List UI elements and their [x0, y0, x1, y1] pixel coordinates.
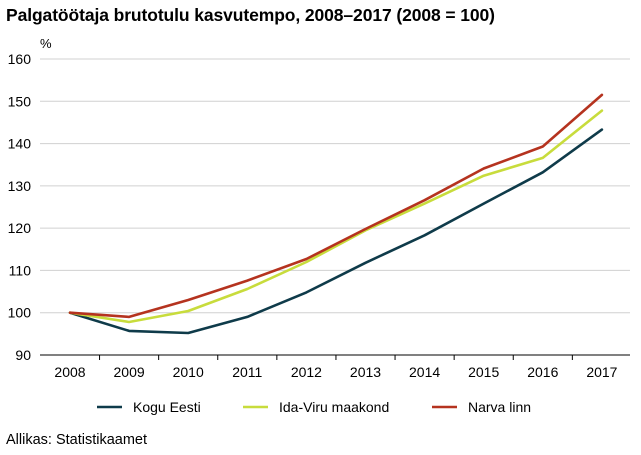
x-tick-label: 2016 [527, 364, 558, 380]
legend: Kogu Eesti Ida-Viru maakond Narva linn [97, 399, 531, 415]
y-tick-label: 90 [15, 347, 31, 363]
y-tick-label: 150 [8, 93, 32, 109]
y-tick-label: 120 [8, 220, 32, 236]
series-line-ida-viru-maakond [68, 109, 604, 324]
x-axis-ticks: 2008 2009 2010 2011 2012 2013 2014 2015 2016 2017 [54, 355, 618, 380]
legend-label: Narva linn [468, 399, 531, 415]
y-tick-label: 160 [8, 51, 32, 67]
y-tick-label: 110 [9, 262, 32, 278]
legend-label: Ida-Viru maakond [279, 399, 389, 415]
x-tick-label: 2010 [173, 364, 204, 380]
y-axis-ticks: 90 100 110 120 130 140 150 160 [8, 51, 32, 363]
x-tick-label: 2008 [54, 364, 85, 380]
source-note: Allikas: Statistikaamet [6, 432, 148, 448]
series-line-kogu-eesti [68, 128, 604, 335]
x-tick-label: 2017 [586, 364, 617, 380]
series-line-narva-linn [68, 93, 604, 319]
y-tick-label: 100 [8, 305, 32, 321]
legend-item: Narva linn [432, 399, 531, 415]
series-lines [68, 93, 604, 335]
y-axis-unit: % [40, 36, 52, 51]
legend-item: Kogu Eesti [97, 399, 201, 415]
gridlines [40, 58, 630, 356]
x-tick-label: 2014 [409, 364, 440, 380]
x-tick-label: 2013 [350, 364, 381, 380]
x-tick-label: 2011 [232, 364, 262, 380]
x-tick-label: 2009 [114, 364, 145, 380]
y-tick-label: 130 [8, 178, 32, 194]
legend-label: Kogu Eesti [133, 399, 201, 415]
x-tick-label: 2015 [468, 364, 499, 380]
y-tick-label: 140 [8, 136, 32, 152]
chart-title: Palgatöötaja brutotulu kasvutempo, 2008–… [6, 5, 495, 25]
x-tick-label: 2012 [291, 364, 322, 380]
legend-item: Ida-Viru maakond [243, 399, 389, 415]
